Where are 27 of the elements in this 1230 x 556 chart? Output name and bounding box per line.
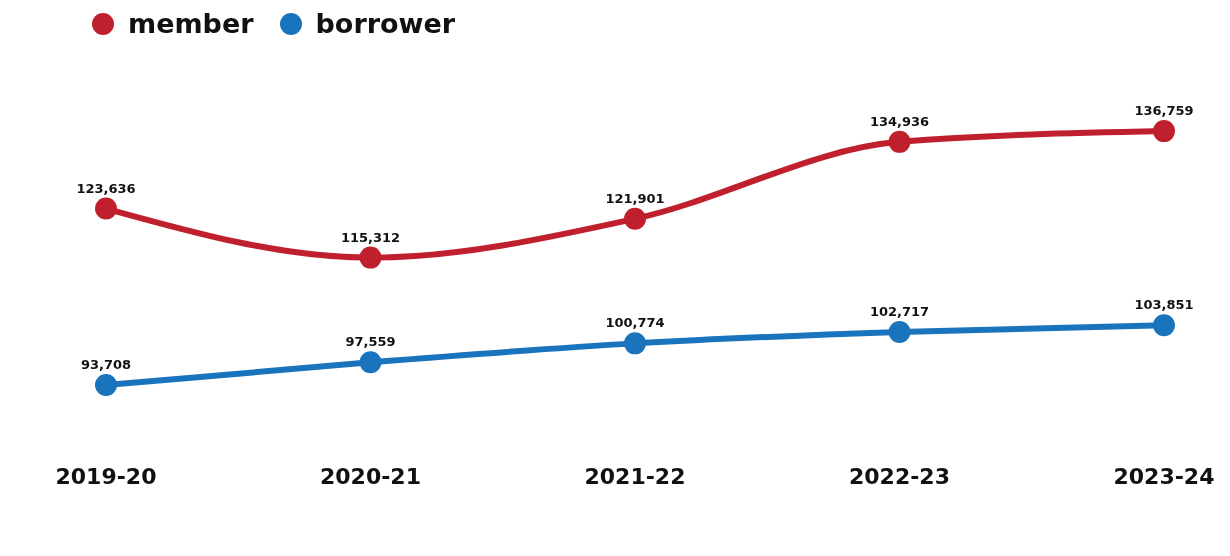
point xyxy=(624,207,646,230)
point xyxy=(1153,120,1175,143)
data-label: 136,759 xyxy=(1134,103,1194,119)
point xyxy=(888,320,911,343)
data-label: 93,708 xyxy=(80,357,132,373)
x-tick-label: 2021-22 xyxy=(584,464,686,489)
point xyxy=(95,374,117,397)
data-label: 115,312 xyxy=(340,229,401,245)
data-label: 123,636 xyxy=(76,180,136,196)
data-label: 100,774 xyxy=(605,315,665,331)
data-label: 97,559 xyxy=(345,334,396,350)
legend-label: borrower xyxy=(315,8,456,39)
legend-label: member xyxy=(128,8,254,39)
data-label: 121,901 xyxy=(605,190,665,206)
x-tick-label: 2023-24 xyxy=(1113,464,1215,489)
data-label: 102,717 xyxy=(869,303,930,319)
point xyxy=(888,130,911,153)
data-label: 103,851 xyxy=(1134,297,1194,313)
point xyxy=(624,332,646,355)
point xyxy=(95,197,117,220)
point xyxy=(359,351,382,374)
x-tick-label: 2019-20 xyxy=(55,464,157,489)
x-tick-label: 2020-21 xyxy=(320,464,421,489)
point xyxy=(1153,314,1175,337)
point xyxy=(359,246,382,269)
x-tick-label: 2022-23 xyxy=(849,464,950,489)
data-label: 134,936 xyxy=(869,113,930,129)
